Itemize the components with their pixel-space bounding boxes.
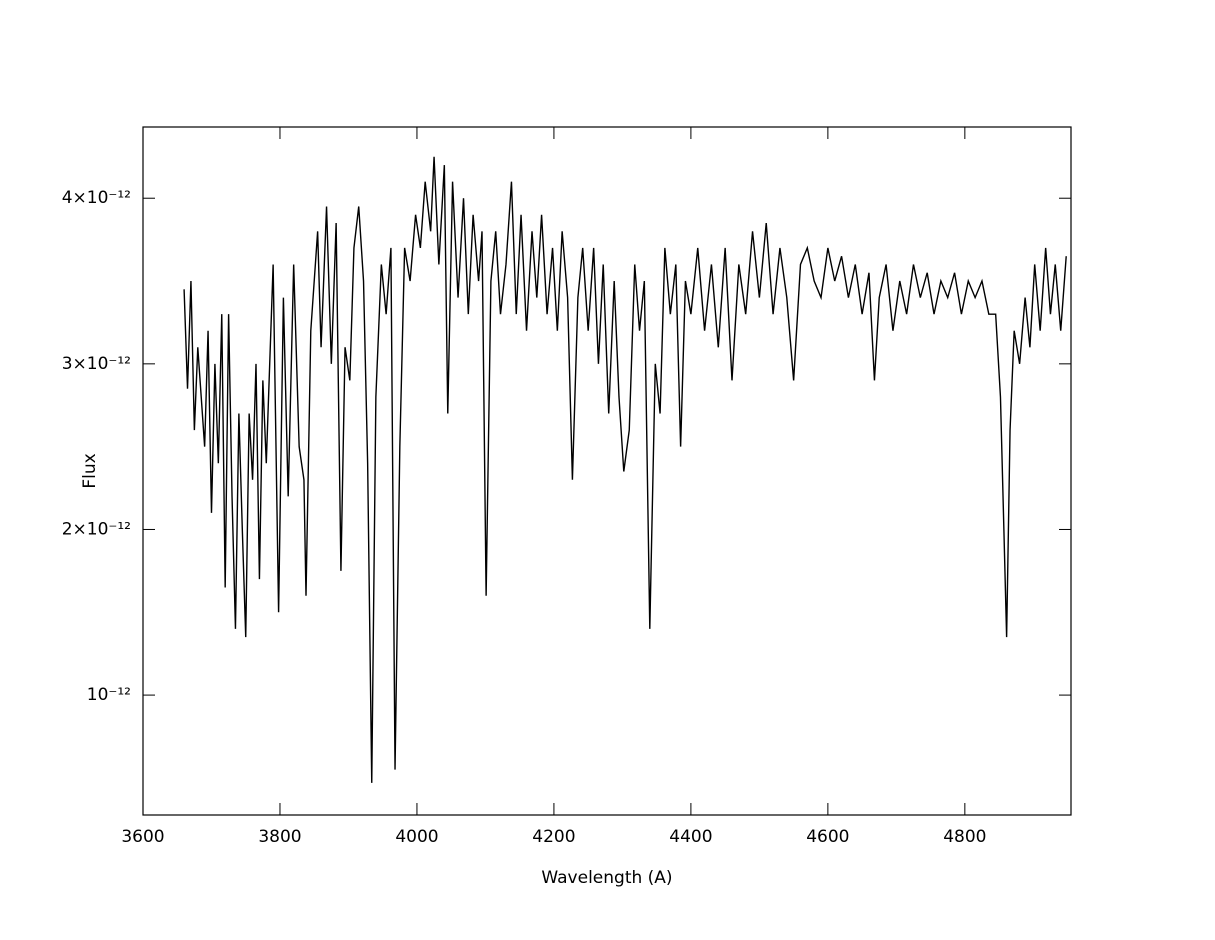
y-axis-label: Flux [80, 453, 100, 488]
y-tick-label: 10⁻¹² [87, 685, 131, 705]
x-tick-label: 3800 [258, 827, 301, 847]
y-tick-label: 2×10⁻¹² [62, 519, 131, 539]
y-tick-label: 4×10⁻¹² [62, 188, 131, 208]
x-tick-label: 3600 [121, 827, 164, 847]
x-tick-label: 4600 [806, 827, 849, 847]
spectrum-line [183, 156, 1067, 783]
y-tick-label: 3×10⁻¹² [62, 354, 131, 374]
x-tick-label: 4000 [395, 827, 438, 847]
x-tick-label: 4200 [532, 827, 575, 847]
x-tick-label: 4400 [669, 827, 712, 847]
x-axis-label: Wavelength (A) [541, 868, 672, 888]
x-tick-label: 4800 [943, 827, 986, 847]
plot-frame [142, 126, 1072, 816]
